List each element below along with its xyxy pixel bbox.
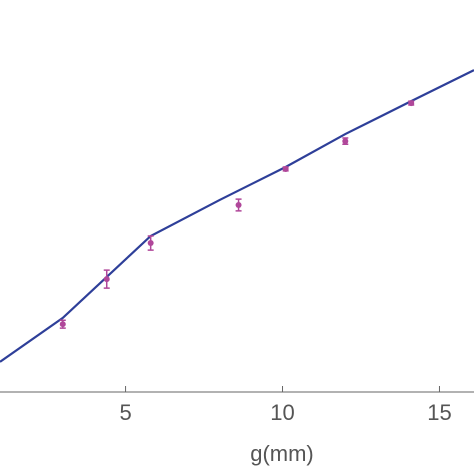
data-point — [103, 276, 110, 283]
data-point — [147, 240, 154, 247]
data-point — [282, 165, 289, 172]
data-point — [342, 138, 349, 145]
data-point — [408, 100, 415, 107]
x-tick-label: 15 — [427, 400, 451, 425]
x-axis-label: g(mm) — [250, 441, 314, 466]
fit-line — [0, 69, 474, 363]
x-tick-label: 10 — [270, 400, 294, 425]
x-tick-label: 5 — [119, 400, 131, 425]
data-point — [59, 321, 66, 328]
data-point — [235, 202, 242, 209]
